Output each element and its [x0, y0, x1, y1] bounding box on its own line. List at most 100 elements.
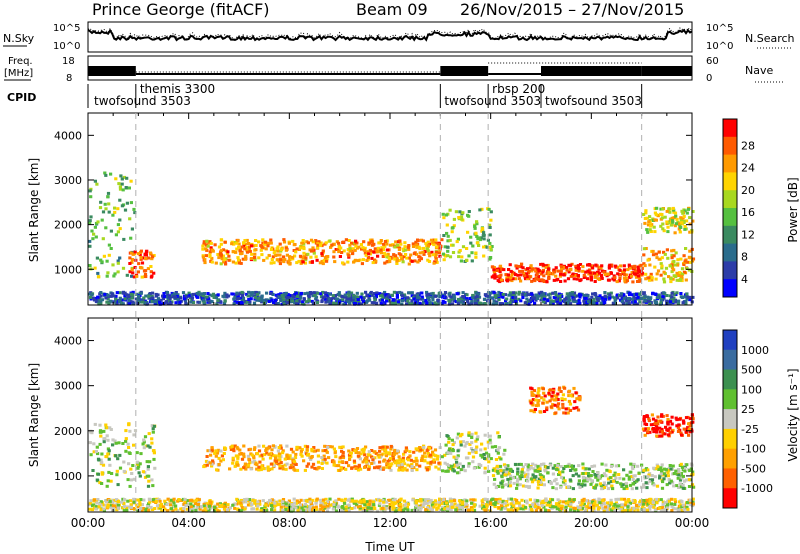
range-cell: [223, 291, 227, 295]
range-cell: [470, 259, 474, 263]
range-cell: [573, 400, 577, 404]
range-cell: [123, 291, 127, 295]
range-cell: [390, 462, 394, 466]
range-cell: [213, 243, 217, 247]
range-cell: [213, 509, 217, 513]
range-cell: [602, 270, 606, 274]
range-cell: [221, 254, 225, 258]
range-cell: [373, 466, 377, 470]
range-cell: [637, 471, 641, 475]
range-cell: [516, 472, 520, 476]
range-cell: [362, 450, 366, 454]
range-cell: [389, 468, 393, 472]
range-cell: [509, 269, 513, 273]
range-cell: [591, 470, 595, 473]
range-cell: [97, 275, 101, 279]
range-cell: [336, 297, 340, 301]
range-cell: [488, 434, 492, 438]
range-cell: [416, 238, 420, 242]
range-cell: [347, 239, 351, 242]
range-cell: [510, 279, 514, 283]
range-cell: [117, 182, 121, 186]
range-cell: [289, 506, 293, 509]
range-cell: [312, 449, 316, 453]
range-cell: [665, 248, 669, 252]
range-cell: [129, 478, 133, 482]
range-cell: [547, 271, 551, 275]
range-cell: [494, 486, 498, 490]
range-cell: [511, 296, 515, 299]
range-cell: [355, 502, 359, 506]
range-cell: [456, 299, 460, 303]
range-cell: [255, 452, 260, 456]
range-cell: [214, 296, 219, 300]
range-cell: [334, 297, 338, 301]
range-cell: [479, 236, 483, 240]
range-cell: [457, 297, 461, 301]
range-cell: [391, 298, 395, 302]
range-cell: [435, 302, 439, 306]
range-cell: [472, 498, 476, 502]
range-cell: [493, 477, 497, 481]
range-cell: [341, 240, 345, 244]
range-cell: [683, 295, 687, 299]
range-cell: [485, 294, 489, 298]
range-cell: [543, 301, 547, 305]
range-cell: [687, 268, 691, 272]
range-cell: [99, 200, 103, 204]
range-cell: [356, 295, 360, 299]
search-tick-bottom: 10^0: [706, 41, 733, 52]
range-cell: [488, 226, 492, 229]
range-cell: [457, 216, 461, 219]
range-cell: [506, 477, 510, 481]
range-cell: [682, 270, 686, 274]
range-cell: [323, 295, 327, 299]
range-cell: [356, 259, 360, 263]
range-cell: [505, 467, 509, 471]
range-cell: [567, 389, 572, 393]
range-cell: [531, 462, 535, 466]
range-cell: [648, 302, 652, 305]
range-cell: [668, 426, 672, 430]
range-cell: [447, 292, 451, 296]
range-cell: [676, 263, 680, 267]
range-cell: [654, 467, 658, 471]
range-cell: [124, 439, 128, 443]
range-cell: [385, 239, 389, 243]
range-cell: [282, 302, 286, 306]
range-cell: [683, 209, 687, 213]
range-cell: [145, 460, 149, 464]
range-cell: [107, 253, 111, 257]
range-cell: [122, 175, 126, 179]
range-cell: [587, 300, 591, 303]
range-cell: [489, 291, 493, 295]
range-cell: [536, 486, 540, 490]
range-cell: [137, 471, 141, 475]
range-cell: [152, 457, 156, 461]
range-cell: [526, 468, 530, 472]
range-cell: [144, 294, 148, 298]
range-cell: [446, 435, 450, 438]
range-cell: [626, 508, 630, 512]
range-cell: [473, 295, 477, 299]
range-cell: [97, 300, 101, 304]
range-cell: [273, 249, 277, 253]
range-cell: [279, 444, 283, 448]
range-cell: [464, 442, 468, 446]
range-cell: [683, 469, 687, 473]
range-cell: [657, 419, 661, 423]
range-cell: [567, 270, 571, 274]
range-cell: [502, 463, 507, 467]
range-cell: [665, 299, 669, 303]
range-cell: [668, 431, 672, 435]
range-cell: [499, 507, 503, 511]
range-cell: [501, 484, 505, 487]
range-cell: [532, 296, 536, 300]
range-cell: [447, 437, 451, 441]
range-cell: [627, 302, 631, 306]
range-cell: [392, 290, 396, 294]
power-ylabel: Slant Range [km]: [27, 158, 41, 262]
range-cell: [639, 263, 643, 267]
range-cell: [124, 293, 129, 297]
range-cell: [306, 241, 310, 245]
